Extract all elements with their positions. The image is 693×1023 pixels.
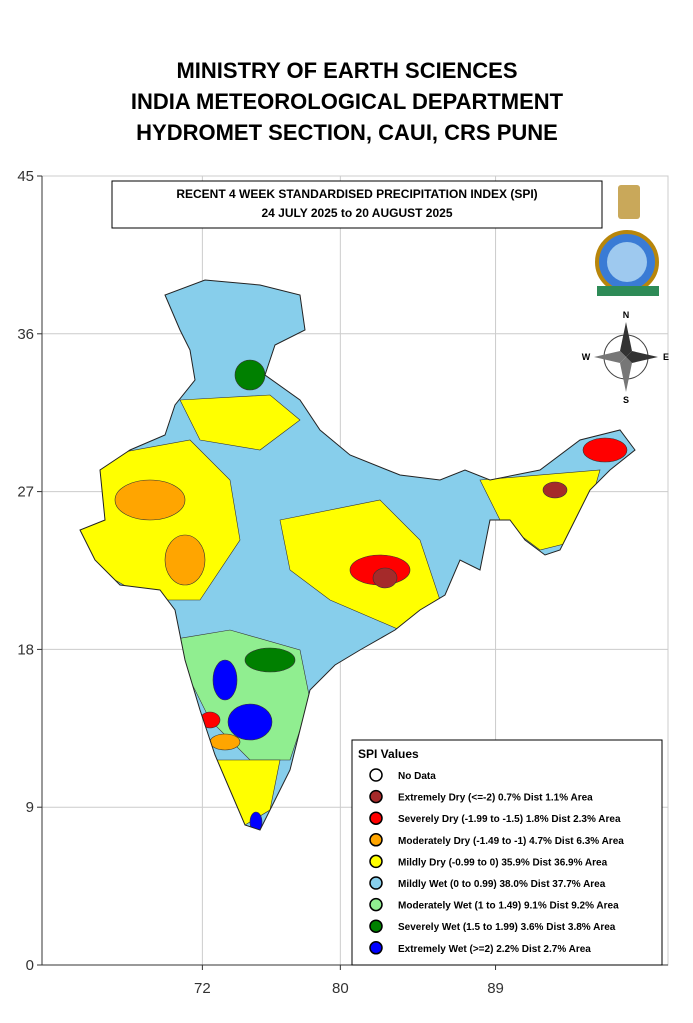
region	[212, 659, 238, 701]
map-title: RECENT 4 WEEK STANDARDISED PRECIPITATION…	[176, 187, 537, 201]
y-tick-label: 9	[26, 799, 34, 816]
legend-swatch	[369, 811, 383, 825]
legend-label: Severely Wet (1.5 to 1.99) 3.6% Dist 3.8…	[398, 922, 616, 933]
legend-label: No Data	[398, 771, 436, 782]
region	[372, 567, 398, 589]
legend-swatch	[369, 854, 383, 869]
legend-label: Extremely Wet (>=2) 2.2% Dist 2.7% Area	[398, 944, 591, 955]
region	[179, 394, 301, 451]
compass: N E S W	[582, 310, 669, 405]
legend-swatch	[369, 833, 383, 847]
india-outline	[79, 279, 636, 831]
region	[244, 647, 296, 673]
legend-swatch	[369, 919, 383, 933]
y-tick-label: 0	[26, 957, 34, 974]
x-tick-label: 89	[487, 980, 504, 997]
region	[249, 811, 263, 830]
region	[582, 437, 628, 463]
legend-label: Mildly Wet (0 to 0.99) 38.0% Dist 37.7% …	[398, 879, 606, 890]
legend-swatch	[369, 768, 383, 782]
region	[164, 534, 206, 586]
legend-swatch	[369, 941, 383, 955]
compass-label: N	[623, 310, 630, 320]
map-title-box	[111, 180, 603, 229]
legend-title: SPI Values	[358, 747, 419, 761]
legend-swatch	[369, 897, 383, 912]
legend-label: Moderately Wet (1 to 1.49) 9.1% Dist 9.2…	[398, 901, 619, 912]
y-tick-label: 27	[17, 484, 34, 501]
region	[227, 703, 273, 741]
y-tick-label: 18	[17, 641, 34, 658]
compass-label: S	[623, 395, 629, 405]
legend-label: Extremely Dry (<=-2) 0.7% Dist 1.1% Area	[398, 793, 593, 804]
legend-swatch	[369, 876, 383, 890]
legend-swatch	[369, 789, 383, 804]
y-tick-label: 45	[17, 168, 34, 185]
region	[114, 479, 186, 521]
region	[542, 481, 568, 499]
legend-label: Mildly Dry (-0.99 to 0) 35.9% Dist 36.9%…	[398, 857, 608, 868]
compass-label: W	[582, 352, 591, 362]
imd-logo	[595, 185, 659, 296]
map-subtitle: 24 JULY 2025 to 20 AUGUST 2025	[262, 206, 453, 220]
header-line: MINISTRY OF EARTH SCIENCES	[176, 58, 517, 83]
legend-label: Moderately Dry (-1.49 to -1) 4.7% Dist 6…	[398, 836, 624, 847]
x-tick-label: 72	[194, 980, 211, 997]
region	[234, 359, 266, 391]
region	[209, 733, 241, 751]
header-line: INDIA METEOROLOGICAL DEPARTMENT	[131, 89, 564, 114]
header-line: HYDROMET SECTION, CAUI, CRS PUNE	[136, 120, 558, 145]
legend	[351, 739, 663, 966]
x-tick-label: 80	[332, 980, 349, 997]
legend-label: Severely Dry (-1.99 to -1.5) 1.8% Dist 2…	[398, 814, 621, 825]
compass-label: E	[663, 352, 669, 362]
y-tick-label: 36	[17, 326, 34, 343]
